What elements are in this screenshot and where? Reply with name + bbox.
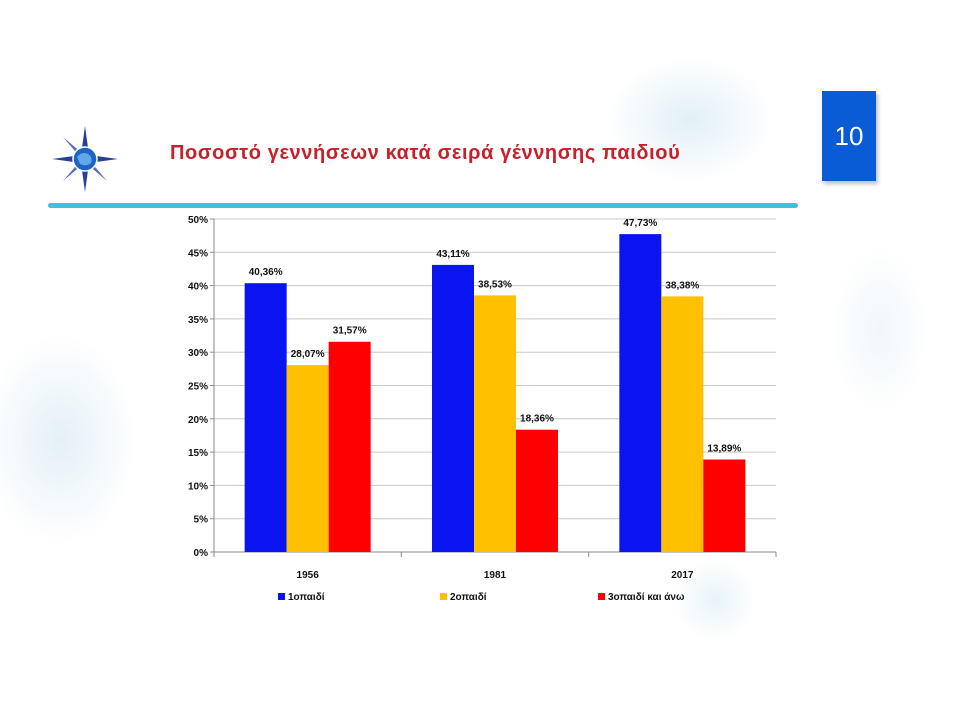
bar (661, 296, 704, 552)
legend-label: 1οπαιδί (288, 592, 325, 603)
chart-legend: 1οπαιδί 2οπαιδί 3οπαιδί και άνω (278, 592, 685, 603)
bar (244, 283, 287, 552)
bar-data-label: 40,36% (249, 267, 283, 278)
compass-star-logo-icon (52, 126, 118, 192)
bar (703, 459, 746, 552)
y-tick-label: 40% (188, 282, 208, 293)
y-tick-label: 5% (194, 515, 209, 526)
slide-number: 10 (822, 91, 876, 181)
y-tick-label: 25% (188, 382, 208, 393)
bar-data-label: 18,36% (520, 414, 554, 425)
bar-data-label: 47,73% (623, 218, 657, 229)
bar (432, 264, 474, 552)
bar (474, 295, 516, 552)
y-tick-label: 20% (188, 415, 208, 426)
bar-data-label: 28,07% (291, 349, 325, 360)
y-tick-label: 30% (188, 348, 208, 359)
y-tick-label: 10% (188, 481, 208, 492)
legend-swatch (278, 593, 285, 600)
y-tick-label: 15% (188, 448, 208, 459)
bar-data-label: 31,57% (333, 326, 367, 337)
slide-title: Ποσοστό γεννήσεων κατά σειρά γέννησης πα… (170, 142, 681, 164)
chart-bars (244, 234, 746, 552)
legend-label: 2οπαιδί (450, 592, 487, 603)
title-divider (48, 203, 798, 208)
bar (328, 341, 371, 552)
bar (286, 365, 329, 552)
y-tick-label: 35% (188, 315, 208, 326)
bar (619, 234, 662, 552)
legend-swatch (598, 593, 605, 600)
y-tick-label: 50% (188, 215, 208, 226)
legend-label: 3οπαιδί και άνω (608, 592, 685, 603)
bar-data-label: 38,38% (665, 280, 699, 291)
bar-data-label: 38,53% (478, 279, 512, 290)
bar-data-label: 13,89% (707, 443, 741, 454)
x-tick-label: 2017 (671, 570, 694, 581)
y-tick-label: 45% (188, 248, 208, 259)
x-tick-label: 1956 (297, 570, 320, 581)
bar (516, 429, 558, 552)
chart-data-labels: 40,36% 28,07% 31,57% 43,11% 38,53% 18,36% 47,7… (249, 218, 742, 454)
bar-data-label: 43,11% (436, 249, 469, 260)
x-tick-label: 1981 (484, 570, 507, 581)
y-tick-label: 0% (194, 548, 209, 559)
legend-swatch (440, 593, 447, 600)
